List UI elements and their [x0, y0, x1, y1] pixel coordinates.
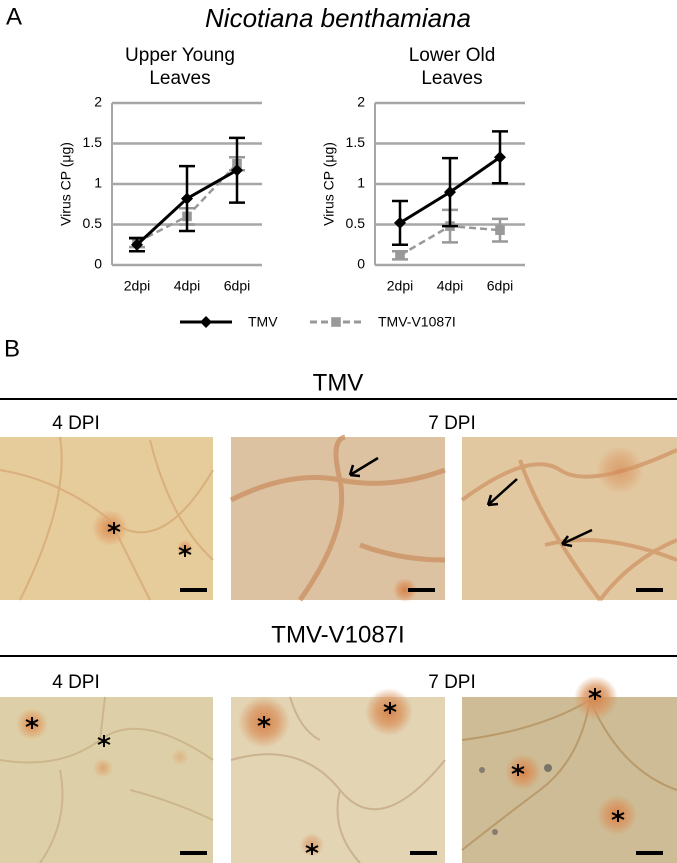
section-title: TMV-V1087I — [271, 621, 404, 648]
chart-title: Lower Old Leaves — [408, 45, 496, 89]
x-tick-label: 6dpi — [224, 278, 250, 294]
y-tick-label: 2 — [94, 94, 102, 110]
micrograph — [0, 696, 214, 863]
line-chart: Lower Old Leaves 0 0.5 1 1.5 2 Virus CP (μg) 2d… — [321, 45, 525, 294]
figure-title: Nicotiana benthamiana — [205, 3, 471, 33]
chart-title-box: Upper Young Leaves — [125, 45, 235, 89]
x-tick-label: 2dpi — [124, 278, 150, 294]
y-tick-label: 1 — [357, 175, 365, 191]
marker — [331, 317, 341, 327]
y-tick-label: 0 — [94, 256, 102, 272]
y-tick-label: 0.5 — [346, 215, 366, 231]
y-tick-label: 2 — [357, 94, 365, 110]
micrograph — [461, 676, 677, 863]
micrograph — [230, 688, 446, 863]
marker — [181, 192, 193, 205]
x-tick-label: 6dpi — [487, 278, 513, 294]
time-label: 7 DPI — [428, 672, 476, 693]
legend: TMV TMV-V1087I — [180, 314, 456, 330]
micrograph — [0, 436, 214, 601]
marker — [231, 164, 243, 177]
y-tick-label: 1 — [94, 175, 102, 191]
chart-title-box: Lower Old Leaves — [408, 45, 496, 89]
section-title: TMV — [313, 369, 364, 396]
y-tick-label: 1.5 — [346, 134, 366, 150]
panel-label: A — [6, 3, 22, 30]
time-label: 7 DPI — [428, 413, 476, 434]
time-label: 4 DPI — [52, 672, 100, 693]
marker — [131, 238, 143, 251]
time-label: 4 DPI — [52, 413, 100, 434]
x-tick-label: 2dpi — [387, 278, 413, 294]
y-axis-label: Virus CP (μg) — [58, 142, 74, 226]
y-tick-label: 0.5 — [83, 215, 103, 231]
marker — [444, 186, 456, 199]
marker — [494, 151, 506, 164]
panel-label: B — [4, 335, 20, 362]
marker — [495, 225, 505, 235]
legend-label: TMV — [248, 314, 278, 330]
y-tick-label: 1.5 — [83, 134, 103, 150]
marker — [394, 216, 406, 229]
micrograph — [229, 434, 446, 602]
x-tick-label: 4dpi — [437, 278, 463, 294]
marker — [200, 316, 212, 328]
y-tick-label: 0 — [357, 256, 365, 272]
micrograph — [460, 437, 677, 602]
line-chart: Upper Young Leaves 0 0.5 1 1.5 2 Virus CP (μg)… — [58, 45, 262, 294]
y-axis-label: Virus CP (μg) — [321, 142, 337, 226]
x-tick-label: 4dpi — [174, 278, 200, 294]
marker — [395, 250, 405, 261]
chart-title: Upper Young Leaves — [125, 45, 235, 89]
legend-label: TMV-V1087I — [378, 314, 456, 330]
charts: Upper Young Leaves 0 0.5 1 1.5 2 Virus CP (μg)… — [58, 45, 525, 294]
